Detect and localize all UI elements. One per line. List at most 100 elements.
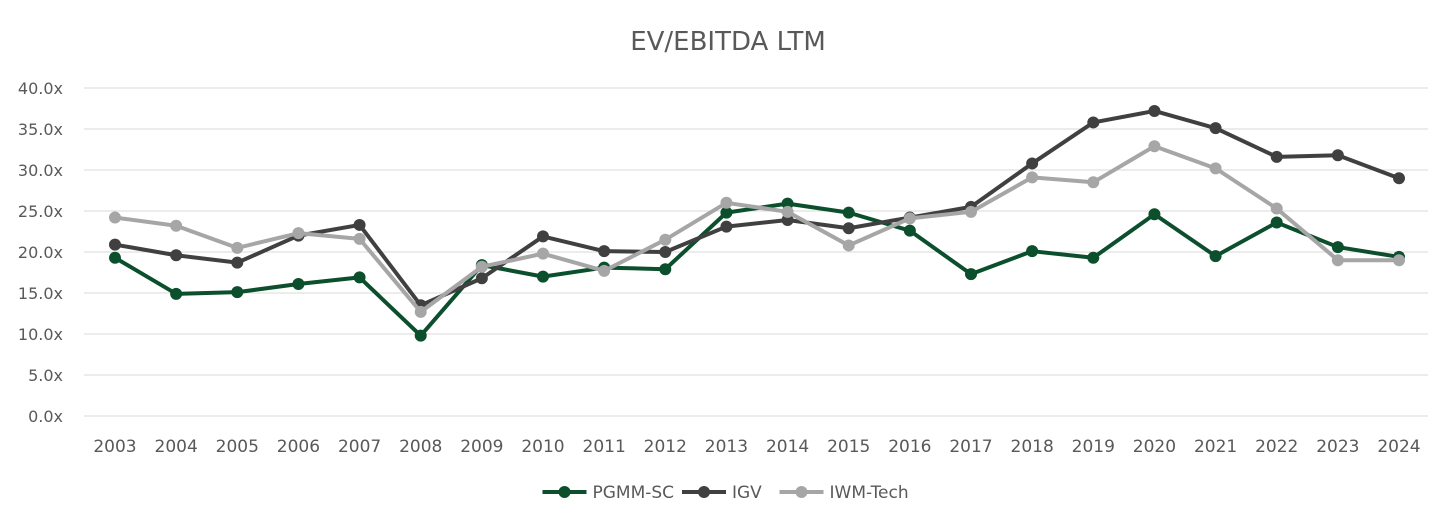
- data-point: [292, 277, 305, 290]
- x-tick-label: 2013: [705, 437, 748, 457]
- legend-label: PGMM-SC: [593, 483, 675, 503]
- y-tick-label: 15.0x: [18, 284, 63, 303]
- x-tick-label: 2006: [277, 437, 320, 457]
- data-point: [842, 206, 855, 219]
- x-tick-label: 2003: [93, 437, 136, 457]
- data-point: [1026, 245, 1039, 258]
- data-point: [231, 286, 244, 299]
- x-tick-label: 2016: [888, 437, 931, 457]
- data-point: [1393, 254, 1405, 267]
- x-tick-label: 2012: [644, 437, 687, 457]
- data-point: [475, 260, 488, 273]
- data-point: [903, 224, 916, 237]
- series-iwm-tech: [109, 140, 1405, 318]
- y-tick-label: 25.0x: [18, 202, 63, 221]
- data-point: [292, 227, 305, 240]
- data-point: [170, 249, 183, 262]
- data-point: [537, 230, 549, 243]
- data-point: [1026, 171, 1039, 184]
- legend-item: PGMM-SC: [542, 483, 675, 503]
- data-point: [1148, 140, 1161, 153]
- y-axis-tick-labels: 0.0x 5.0x 10.0x 15.0x 20.0x 25.0x 30.0x 35.0x 40…: [18, 79, 63, 426]
- data-point: [659, 246, 672, 258]
- x-tick-label: 2008: [399, 437, 442, 457]
- y-tick-label: 35.0x: [18, 120, 63, 139]
- data-point: [1209, 250, 1222, 263]
- x-tick-label: 2005: [216, 437, 259, 457]
- data-point: [842, 222, 855, 235]
- x-tick-label: 2024: [1377, 437, 1420, 457]
- data-point: [1148, 208, 1161, 221]
- data-point: [353, 218, 366, 231]
- x-tick-label: 2011: [583, 437, 626, 457]
- x-tick-label: 2014: [766, 437, 809, 457]
- legend: PGMM-SC IGV IWM-Tech: [542, 483, 909, 503]
- data-point: [353, 232, 366, 245]
- data-point: [720, 220, 733, 233]
- chart-title: EV/EBITDA LTM: [630, 27, 826, 57]
- data-point: [842, 239, 855, 252]
- data-point: [1087, 176, 1100, 189]
- data-point: [720, 196, 733, 209]
- series-lines: [109, 104, 1405, 342]
- legend-label: IWM-Tech: [830, 483, 909, 503]
- series-line: [113, 108, 1401, 308]
- data-point: [781, 205, 794, 218]
- data-point: [414, 305, 427, 318]
- legend-swatch-marker: [558, 486, 571, 498]
- data-point: [781, 197, 794, 210]
- y-tick-label: 20.0x: [18, 243, 63, 262]
- data-point: [598, 245, 611, 258]
- data-point: [1087, 251, 1100, 264]
- data-point: [903, 212, 916, 225]
- data-point: [1331, 241, 1344, 254]
- x-tick-label: 2007: [338, 437, 381, 457]
- legend-label: IGV: [732, 483, 762, 503]
- data-point: [109, 251, 121, 264]
- data-point: [1270, 216, 1283, 229]
- data-point: [1209, 162, 1222, 175]
- x-tick-label: 2022: [1255, 437, 1298, 457]
- data-point: [537, 270, 549, 283]
- data-point: [965, 205, 977, 218]
- data-point: [1331, 254, 1344, 267]
- x-tick-label: 2020: [1133, 437, 1176, 457]
- data-point: [598, 264, 611, 277]
- data-point: [965, 268, 977, 281]
- data-point: [475, 272, 488, 285]
- x-tick-label: 2019: [1072, 437, 1115, 457]
- y-tick-label: 5.0x: [28, 366, 63, 385]
- data-point: [170, 219, 183, 232]
- data-point: [1026, 157, 1039, 170]
- data-point: [353, 271, 366, 284]
- data-point: [1270, 202, 1283, 215]
- y-tick-label: 10.0x: [18, 325, 63, 344]
- legend-item: IGV: [682, 483, 762, 503]
- y-tick-label: 40.0x: [18, 79, 63, 98]
- x-tick-label: 2018: [1011, 437, 1054, 457]
- y-tick-label: 0.0x: [28, 407, 63, 426]
- x-tick-label: 2023: [1316, 437, 1359, 457]
- x-tick-label: 2017: [949, 437, 992, 457]
- legend-swatch-marker: [795, 486, 808, 498]
- data-point: [1270, 150, 1283, 163]
- data-point: [537, 247, 549, 260]
- data-point: [1393, 172, 1405, 185]
- data-point: [231, 256, 244, 269]
- legend-swatch-marker: [698, 486, 710, 498]
- x-tick-label: 2015: [827, 437, 870, 457]
- x-axis-tick-labels: 2003 2004 2005 2006 2007 2008 2009 2010 2011 2012…: [93, 437, 1420, 457]
- series-line: [113, 144, 1401, 314]
- data-point: [109, 238, 121, 251]
- data-point: [170, 287, 183, 300]
- data-point: [1331, 149, 1344, 162]
- y-tick-label: 30.0x: [18, 161, 63, 180]
- gridlines: [84, 87, 1428, 417]
- x-tick-label: 2009: [460, 437, 503, 457]
- data-point: [659, 233, 672, 246]
- data-point: [231, 241, 244, 254]
- data-point: [1087, 116, 1100, 129]
- series-pgmm-sc: [109, 197, 1405, 342]
